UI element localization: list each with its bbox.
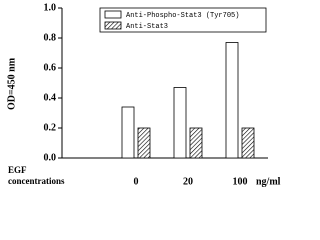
y-tick-label: 1.0 xyxy=(44,2,57,13)
y-axis-label: OD=450 nm xyxy=(6,57,17,110)
y-tick-label: 0.4 xyxy=(44,92,57,103)
legend-label: Anti-Phospho-Stat3 (Tyr705) xyxy=(126,12,239,20)
legend-swatch xyxy=(104,10,122,19)
bar xyxy=(225,42,239,159)
y-tick-label: 0.0 xyxy=(44,152,57,163)
bar xyxy=(121,106,135,159)
x-tick-label: 20 xyxy=(183,176,193,187)
y-tick-label: 0.2 xyxy=(44,122,57,133)
bar xyxy=(173,87,187,159)
y-tick-label: 0.8 xyxy=(44,32,57,43)
x-unit: ng/ml xyxy=(256,176,281,187)
x-tick-label: 0 xyxy=(134,176,139,187)
chart: OD=450 nm EGF concentrations ng/ml 0.0 0.2… xyxy=(6,2,281,187)
y-tick-label: 0.6 xyxy=(44,62,57,73)
legend-label: Anti-Stat3 xyxy=(126,23,168,31)
x-tick-label: 100 xyxy=(233,176,248,187)
bar xyxy=(241,127,255,159)
legend-swatch xyxy=(104,21,122,30)
bar xyxy=(137,127,151,159)
legend-box xyxy=(99,7,267,33)
x-axis-label: EGF concentrations xyxy=(8,165,65,186)
bar xyxy=(189,127,203,159)
